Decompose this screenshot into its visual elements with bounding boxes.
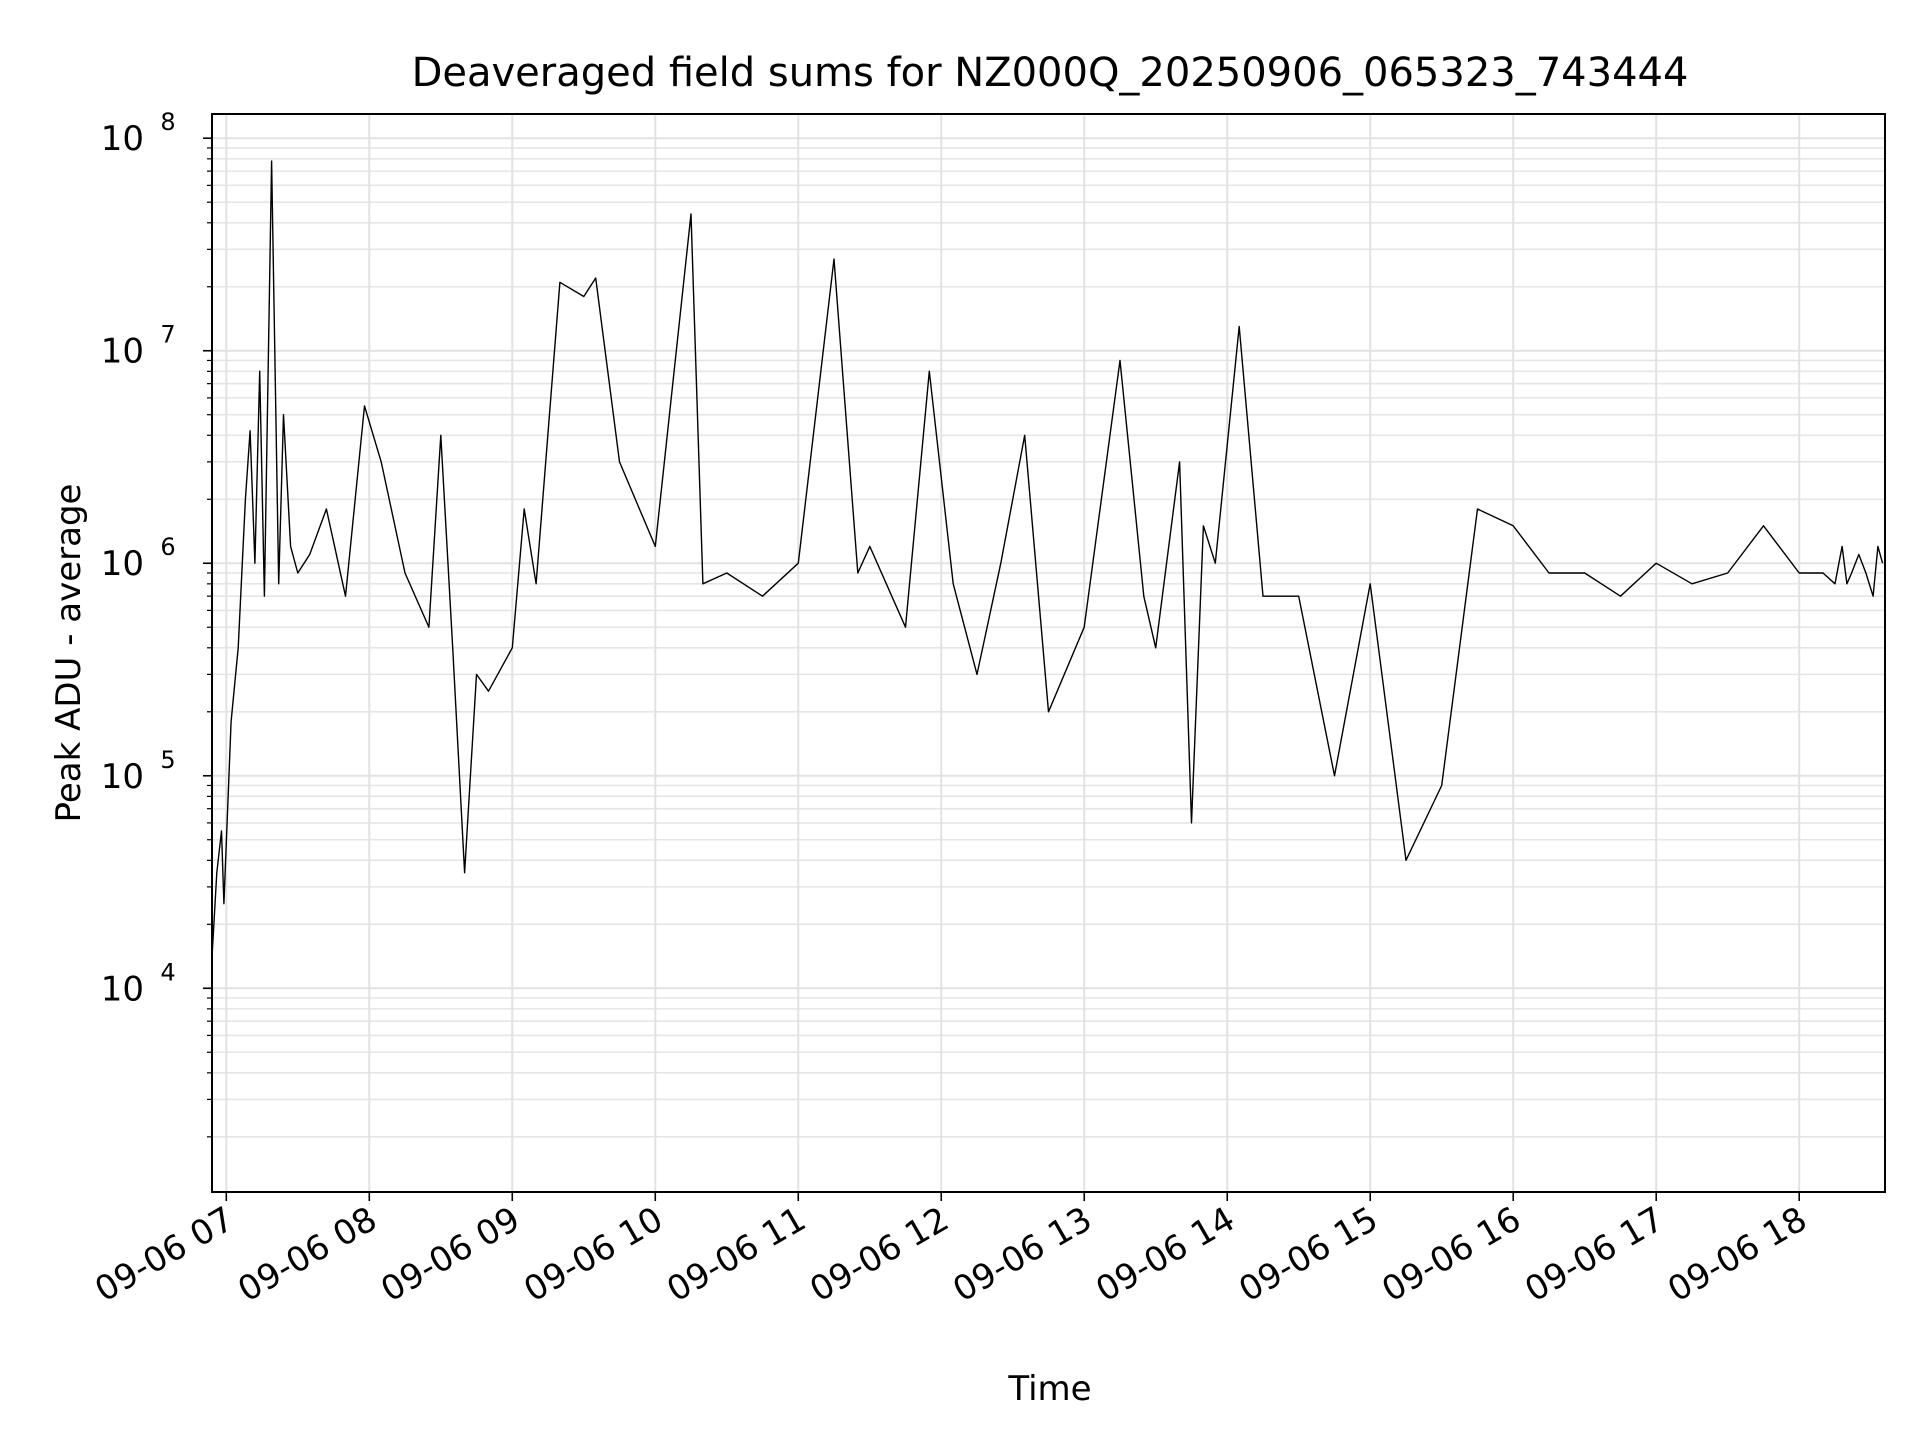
y-tick-label: 10 xyxy=(101,332,144,372)
y-axis-label: Peak ADU - average xyxy=(49,484,89,823)
minor-grid xyxy=(212,147,1885,1138)
y-tick-label: 10 xyxy=(101,544,144,584)
chart-title: Deaveraged field sums for NZ000Q_2025090… xyxy=(412,50,1689,96)
y-tick-label-exponent: 8 xyxy=(160,108,175,136)
y-tick-label-base: 10 xyxy=(101,332,144,372)
x-axis-label: Time xyxy=(1007,1369,1091,1409)
y-tick-label-exponent: 6 xyxy=(160,533,175,561)
y-tick-label: 10 xyxy=(101,969,144,1009)
y-tick-label-exponent: 4 xyxy=(160,958,175,986)
y-tick-label-base: 10 xyxy=(101,757,144,797)
y-tick-label-exponent: 5 xyxy=(160,746,175,774)
series-line xyxy=(211,160,1884,958)
plot-frame xyxy=(211,113,1886,1193)
y-tick-label-base: 10 xyxy=(101,544,144,584)
y-tick-label: 10 xyxy=(101,757,144,797)
y-tick-label: 10 xyxy=(101,119,144,159)
major-grid xyxy=(212,114,1885,1192)
y-tick-label-base: 10 xyxy=(101,969,144,1009)
y-tick-label-exponent: 7 xyxy=(160,321,175,349)
y-axis: 10 4 10 5 10 6 10 7 10 8 xyxy=(101,108,212,1138)
y-tick-label-base: 10 xyxy=(101,119,144,159)
